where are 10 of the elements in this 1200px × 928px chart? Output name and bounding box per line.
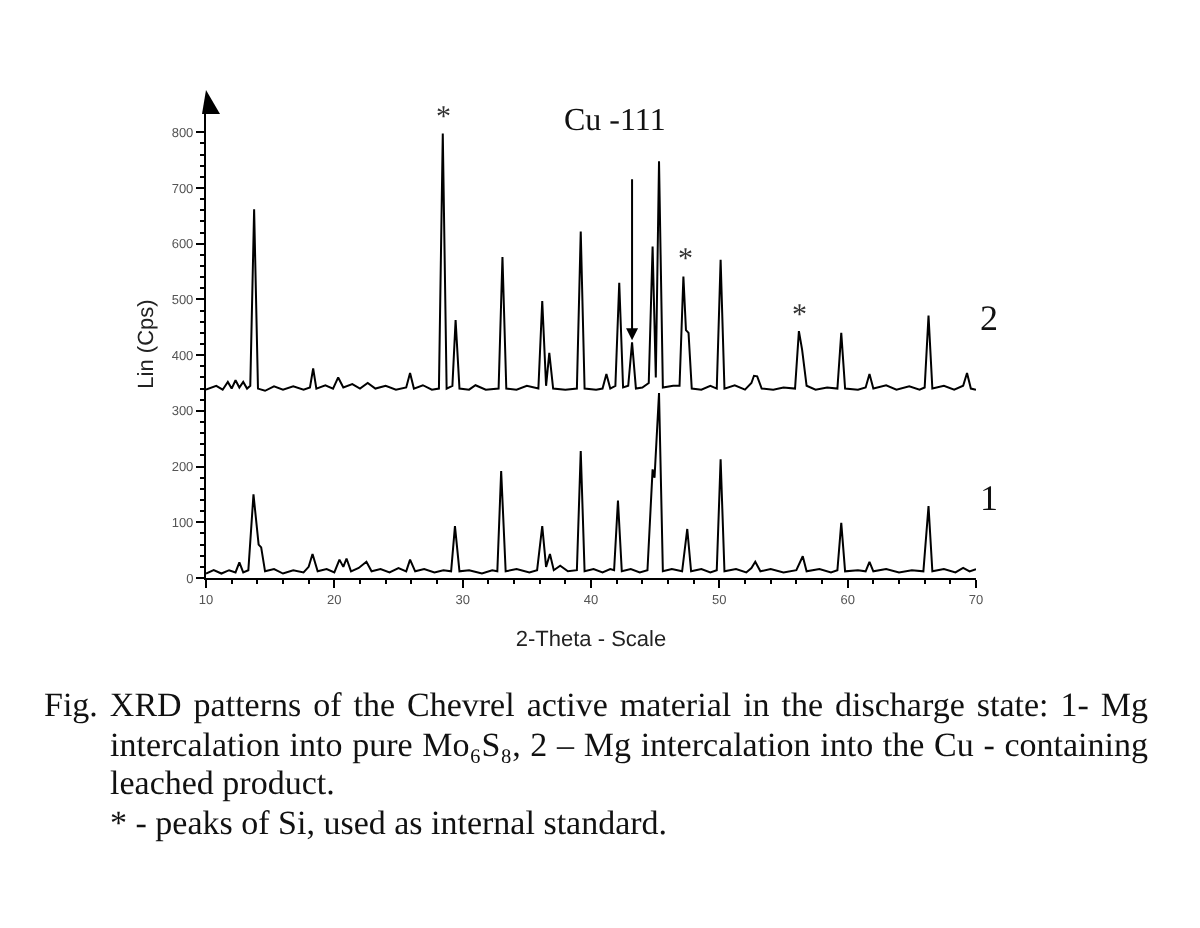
annotation: * (792, 300, 807, 332)
text: * - peaks of Si, used as internal standard. (108, 803, 670, 842)
series-label: 2 (980, 298, 998, 338)
annotation: * (436, 102, 451, 134)
y-axis-title: Lin (Cps) (134, 299, 159, 389)
annotation: * (678, 244, 693, 276)
annotation: Cu -111 (564, 104, 666, 138)
text: Fig. XRD patterns of the Chevrel active material in the discharge state: 1- Mg intercalation into pure Mo₆S₈, 2 – Mg intercalation into the Cu - containing leached product. (44, 686, 1148, 803)
x-axis-title: 2-Theta - Scale (515, 628, 667, 652)
series-label: 1 (980, 478, 998, 518)
